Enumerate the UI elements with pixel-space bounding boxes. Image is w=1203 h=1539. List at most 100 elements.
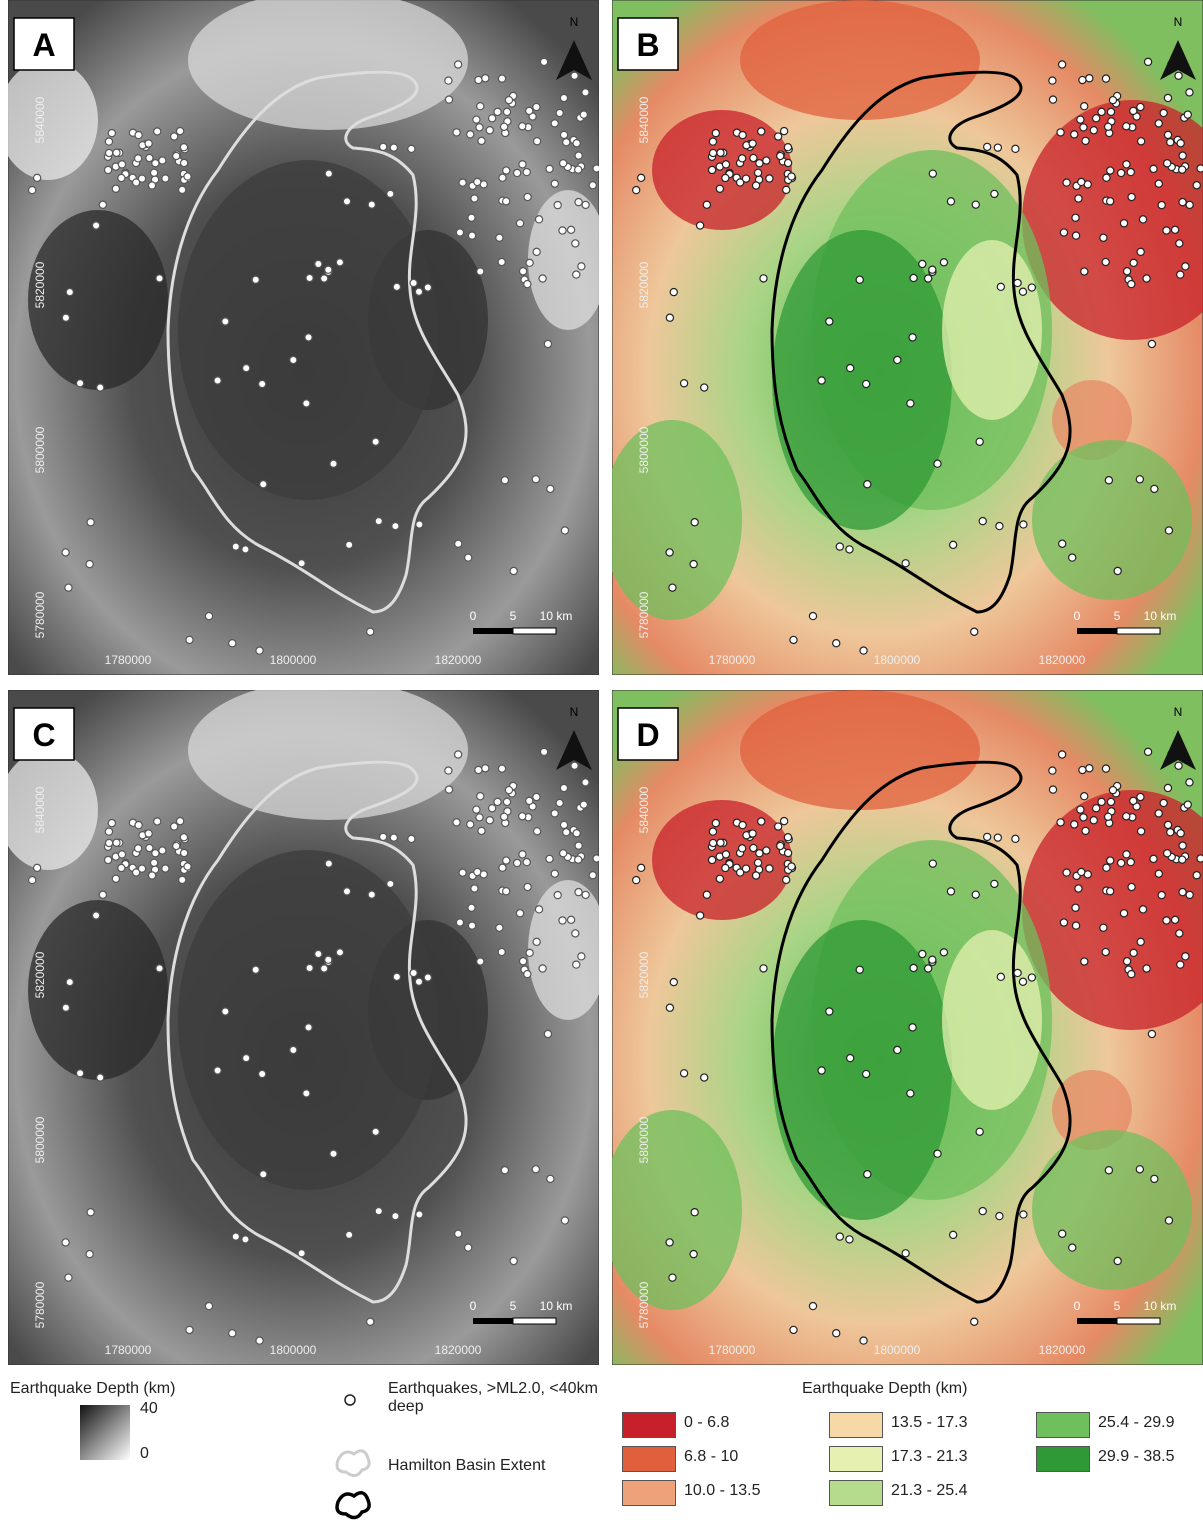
earthquake bbox=[1107, 798, 1114, 805]
earthquake bbox=[593, 165, 599, 172]
earthquake bbox=[1167, 139, 1174, 146]
earthquake bbox=[560, 850, 567, 857]
earthquake bbox=[390, 834, 397, 841]
earthquake bbox=[523, 858, 530, 865]
earthquake bbox=[108, 130, 115, 137]
scale-bar-black bbox=[473, 628, 513, 634]
earthquake bbox=[1059, 540, 1066, 547]
y-coordinate: 5840000 bbox=[33, 96, 47, 143]
earthquake bbox=[145, 830, 152, 837]
earthquake bbox=[533, 793, 540, 800]
earthquake bbox=[575, 889, 582, 896]
class-label: 10.0 - 13.5 bbox=[684, 1482, 761, 1500]
earthquake bbox=[65, 584, 72, 591]
earthquake bbox=[306, 964, 313, 971]
earthquake bbox=[1105, 813, 1112, 820]
earthquake bbox=[976, 1128, 983, 1135]
y-coordinate: 5820000 bbox=[637, 261, 651, 308]
earthquake bbox=[758, 818, 765, 825]
earthquake bbox=[1028, 974, 1035, 981]
earthquake bbox=[179, 876, 186, 883]
earthquake bbox=[445, 77, 452, 84]
earthquake bbox=[520, 958, 527, 965]
earthquake bbox=[503, 108, 510, 115]
earthquake bbox=[1155, 810, 1162, 817]
earthquake bbox=[709, 828, 716, 835]
earthquake bbox=[424, 974, 431, 981]
earthquake bbox=[1179, 152, 1186, 159]
earthquake bbox=[65, 1274, 72, 1281]
earthquake bbox=[556, 109, 563, 116]
earthquake bbox=[118, 161, 125, 168]
earthquake bbox=[559, 917, 566, 924]
earthquake bbox=[519, 161, 526, 168]
x-coordinate: 1780000 bbox=[709, 1343, 756, 1357]
earthquake bbox=[1059, 1230, 1066, 1237]
y-coordinate: 5800000 bbox=[33, 426, 47, 473]
north-label: N bbox=[1174, 705, 1183, 719]
class-swatch bbox=[1036, 1446, 1090, 1472]
earthquake bbox=[1049, 96, 1056, 103]
earthquake bbox=[1086, 75, 1093, 82]
earthquake bbox=[259, 1070, 266, 1077]
earthquake bbox=[494, 108, 501, 115]
earthquake bbox=[777, 842, 784, 849]
earthquake bbox=[582, 201, 589, 208]
earthquake bbox=[1072, 922, 1079, 929]
earthquake bbox=[691, 519, 698, 526]
earthquake bbox=[775, 133, 782, 140]
earthquake bbox=[520, 268, 527, 275]
earthquake bbox=[533, 938, 540, 945]
y-coordinate: 5840000 bbox=[637, 96, 651, 143]
earthquake bbox=[1028, 284, 1035, 291]
earthquake bbox=[152, 850, 159, 857]
earthquake bbox=[633, 876, 640, 883]
earthquake bbox=[929, 170, 936, 177]
earthquake bbox=[560, 784, 567, 791]
scale-bar-black bbox=[1077, 628, 1117, 634]
earthquake bbox=[554, 892, 561, 899]
earthquake bbox=[1049, 767, 1056, 774]
earthquake bbox=[524, 970, 531, 977]
scale-bar-white bbox=[513, 1318, 556, 1324]
earthquake bbox=[575, 152, 582, 159]
earthquake bbox=[534, 138, 541, 145]
basin-label: Hamilton Basin Extent bbox=[388, 1457, 545, 1475]
earthquake bbox=[456, 919, 463, 926]
earthquake bbox=[1072, 904, 1079, 911]
earthquake bbox=[666, 549, 673, 556]
depth-surface bbox=[1032, 440, 1192, 600]
earthquake bbox=[1107, 857, 1114, 864]
earthquake bbox=[135, 131, 142, 138]
earthquake bbox=[717, 149, 724, 156]
earthquake bbox=[135, 155, 142, 162]
earthquake bbox=[1193, 182, 1200, 189]
earthquake bbox=[1057, 129, 1064, 136]
earthquake bbox=[754, 859, 761, 866]
earthquake bbox=[1177, 140, 1184, 147]
y-coordinate: 5820000 bbox=[33, 261, 47, 308]
earthquake bbox=[1105, 1167, 1112, 1174]
earthquake bbox=[259, 380, 266, 387]
earthquake bbox=[478, 827, 485, 834]
panel-label: C bbox=[32, 717, 55, 753]
earthquake bbox=[473, 806, 480, 813]
earthquake bbox=[526, 949, 533, 956]
earthquake bbox=[76, 1070, 83, 1077]
earthquake bbox=[1186, 891, 1193, 898]
earthquake bbox=[486, 127, 493, 134]
earthquake bbox=[633, 186, 640, 193]
earthquake bbox=[135, 845, 142, 852]
earthquake bbox=[1130, 107, 1137, 114]
earthquake bbox=[526, 797, 533, 804]
earthquake bbox=[524, 193, 531, 200]
earthquake bbox=[1172, 226, 1179, 233]
earthquake bbox=[539, 965, 546, 972]
earthquake bbox=[526, 259, 533, 266]
x-coordinate: 1780000 bbox=[709, 653, 756, 667]
map-panel: AN17800001800000182000058400005820000580… bbox=[8, 0, 599, 675]
earthquake bbox=[575, 199, 582, 206]
earthquake bbox=[790, 636, 797, 643]
earthquake bbox=[498, 765, 505, 772]
earthquake bbox=[321, 965, 328, 972]
